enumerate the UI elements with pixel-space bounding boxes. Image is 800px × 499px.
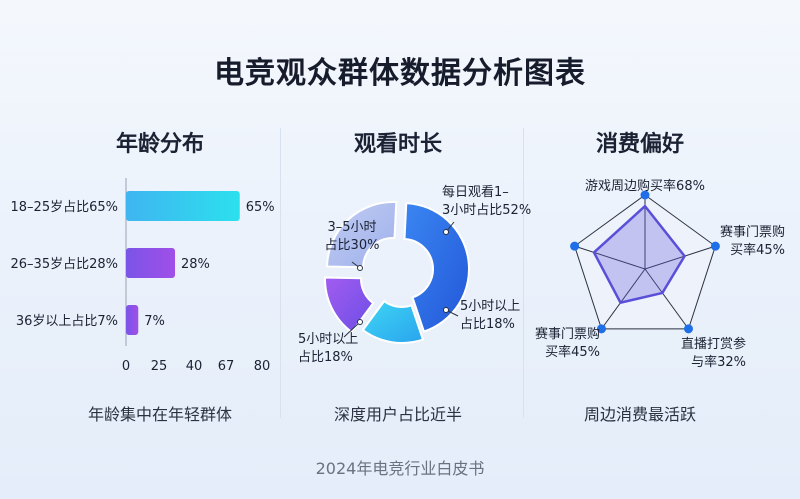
watch-time-slice-label: 5小时以上 [298, 332, 358, 347]
radar-spoke [644, 268, 689, 330]
watch-time-slice [324, 276, 375, 334]
radar-axis-label: 直播打赏参 [681, 336, 746, 352]
watch-time-chart-title: 观看时长 [353, 132, 442, 157]
radar-vertex-dot [597, 324, 607, 334]
age-category-label: 26–35岁占比28% [11, 257, 118, 272]
radar-axis-label: 买率45% [545, 344, 600, 360]
radar-axis-label: 买率45% [730, 242, 785, 258]
page-title: 电竞观众群体数据分析图表 [214, 56, 586, 91]
radar-vertex-dot [683, 324, 693, 334]
age-bar-chart: 18–25岁占比65% 65% 26–35岁占比28% 28% 36岁以上占比7% 7% 0… [11, 178, 275, 374]
panel-divider-left [280, 128, 281, 418]
watch-time-slice-label: 3–5小时 [327, 220, 376, 235]
age-bar [126, 248, 175, 278]
age-tick-label: 40 [186, 359, 203, 374]
radar-axis-label: 赛事门票购 [720, 224, 785, 240]
footer-source: 2024年电竞行业白皮书 [315, 459, 485, 478]
watch-time-slice-label: 占比18% [298, 350, 353, 365]
age-category-label: 36岁以上占比7% [16, 314, 118, 329]
age-chart-caption: 年龄集中在年轻群体 [87, 405, 232, 424]
age-chart-title: 年龄分布 [115, 132, 204, 157]
watch-time-donut-chart: 每日观看1–3小时占比52%5小时以上占比18%5小时以上占比18%3–5小时占… [298, 184, 531, 365]
watch-time-leader-dot [443, 307, 449, 313]
watch-time-slice [361, 299, 425, 344]
radar-axis-label: 赛事门票购 [535, 326, 600, 342]
age-value-label: 28% [181, 257, 210, 272]
panel-divider-right [523, 128, 524, 418]
radar-vertex-dot [570, 241, 580, 251]
age-bar [126, 191, 240, 221]
watch-time-chart-caption: 深度用户占比近半 [333, 405, 462, 424]
age-tick-label: 0 [122, 359, 130, 374]
radar-spoke [601, 268, 646, 330]
watch-time-leader-dot [443, 229, 449, 235]
age-bar [126, 305, 139, 335]
watch-time-leader-dot [357, 265, 363, 271]
watch-time-slice-label: 占比18% [460, 317, 515, 332]
watch-time-leader-dot [357, 319, 363, 325]
watch-time-slice-label: 3小时占比52% [442, 203, 531, 218]
age-tick-label: 67 [218, 359, 235, 374]
age-tick-label: 80 [254, 359, 271, 374]
age-value-label: 65% [246, 200, 275, 215]
radar-axis-label: 与率32% [691, 354, 746, 370]
watch-time-slice [325, 201, 398, 269]
watch-time-slice-label: 5小时以上 [460, 299, 520, 314]
radar-axis-label: 游戏周边购买率68% [585, 178, 705, 194]
watch-time-slice-label: 每日观看1– [442, 184, 509, 200]
age-tick-label: 25 [151, 359, 168, 374]
consumption-chart-caption: 周边消费最活跃 [583, 405, 696, 424]
watch-time-leader-line [343, 321, 361, 338]
radar-value-area [592, 204, 687, 305]
age-category-label: 18–25岁占比65% [11, 200, 118, 215]
consumption-chart-title: 消费偏好 [595, 132, 684, 157]
radar-vertex-dot [710, 241, 720, 251]
radar-spoke [644, 245, 716, 270]
radar-vertex-dot [640, 190, 650, 200]
radar-spoke [574, 245, 646, 270]
age-value-label: 7% [144, 314, 165, 329]
watch-time-slice-label: 占比30% [325, 238, 380, 253]
